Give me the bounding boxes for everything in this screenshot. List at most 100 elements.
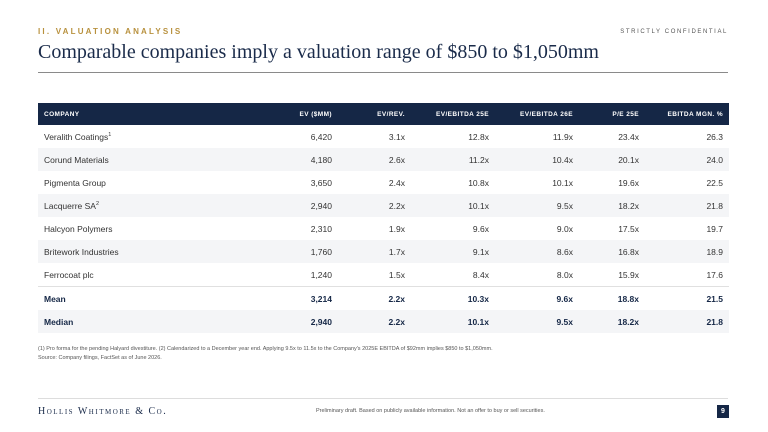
footer-disclaimer: Preliminary draft. Based on publicly ava… <box>316 408 545 414</box>
table-row: Halcyon Polymers 2,310 1.9x 9.6x 9.0x 17.5x 19… <box>38 217 729 240</box>
ev-ebitda-25e-summary-cell: 10.3x <box>411 286 495 310</box>
table-row: Veralith Coatings1 6,420 3.1x 12.8x 11.9x 23.… <box>38 125 729 148</box>
company-name: Lacquerre SA <box>44 200 96 211</box>
ev-ebitda-26e-summary-cell: 9.5x <box>495 310 579 333</box>
ebitda-margin-cell: 26.3 <box>706 131 723 142</box>
ev-cell: 6,420 <box>310 131 332 142</box>
company-cell: Veralith Coatings1 <box>38 125 234 148</box>
table-row: Britework Industries 1,760 1.7x 9.1x 8.6x 16.… <box>38 240 729 263</box>
page-title: Comparable companies imply a valuation r… <box>38 41 599 63</box>
ev-ebitda-25e-cell: 11.2x <box>411 148 495 171</box>
table-row: Corund Materials 4,180 2.6x 11.2x 10.4x 20.1x… <box>38 148 729 171</box>
company-cell: Britework Industries <box>38 240 234 263</box>
summary-row-median: Median 2,940 2.2x 10.1x 9.5x 18.2x 21.8 <box>38 310 729 333</box>
ebitda-margin-cell: 19.7 <box>706 223 723 234</box>
ev-cell: 2,940 <box>234 194 338 217</box>
summary-label: Mean <box>38 286 234 310</box>
pe-25e-cell: 20.1x <box>579 148 645 171</box>
ev-rev-cell: 1.9x <box>388 223 405 234</box>
column-header-pe-25e: P/E 25E <box>579 103 645 125</box>
ev-cell: 1,760 <box>234 240 338 263</box>
company-cell: Lacquerre SA2 <box>38 194 234 217</box>
ev-ebitda-26e-cell: 10.1x <box>552 177 573 188</box>
ev-summary-cell: 3,214 <box>234 286 338 310</box>
column-header-ev-ebitda-25e: EV/EBITDA 25E <box>411 103 495 125</box>
ev-ebitda-26e-cell: 11.9x <box>552 131 573 142</box>
ev-cell: 4,180 <box>234 148 338 171</box>
ev-ebitda-26e-cell: 9.0x <box>556 223 573 234</box>
ev-ebitda-26e-cell: 8.0x <box>495 263 579 287</box>
ev-ebitda-25e-cell: 12.8x <box>468 131 489 142</box>
ev-ebitda-26e-cell: 10.4x <box>495 148 579 171</box>
ev-ebitda-25e-cell: 10.8x <box>468 177 489 188</box>
ev-ebitda-25e-cell: 9.1x <box>411 240 495 263</box>
company-cell: Pigmenta Group <box>38 171 234 194</box>
firm-logo: Hollis Whitmore & Co. <box>38 406 168 417</box>
ev-cell: 2,310 <box>310 223 332 234</box>
ev-summary-cell: 2,940 <box>234 310 338 333</box>
company-name: Ferrocoat plc <box>44 269 94 280</box>
company-cell: Halcyon Polymers <box>38 217 234 240</box>
pe-25e-summary-cell: 18.8x <box>579 286 645 310</box>
comparable-companies-table: COMPANY EV ($MM) EV/REV. EV/EBITDA 25E E… <box>38 103 729 333</box>
table-row: Ferrocoat plc 1,240 1.5x 8.4x 8.0x 15.9x 17.6 <box>38 263 729 287</box>
footnote-marker: 1 <box>108 131 112 138</box>
column-header-ev-ebitda-26e: EV/EBITDA 26E <box>495 103 579 125</box>
ebitda-margin-cell: 17.6 <box>645 263 729 287</box>
ev-ebitda-26e-summary-cell: 9.6x <box>495 286 579 310</box>
footer-divider <box>38 398 728 399</box>
ev-ebitda-25e-cell: 8.4x <box>411 263 495 287</box>
ev-rev-cell: 1.5x <box>338 263 411 287</box>
pe-25e-cell: 15.9x <box>579 263 645 287</box>
page-number: 9 <box>717 405 729 418</box>
ev-ebitda-25e-summary-cell: 10.1x <box>411 310 495 333</box>
ev-ebitda-26e-cell: 9.5x <box>495 194 579 217</box>
column-header-company: COMPANY <box>38 103 234 125</box>
pe-25e-summary-cell: 18.2x <box>579 310 645 333</box>
column-header-ev: EV ($MM) <box>234 103 338 125</box>
ebitda-margin-cell: 24.0 <box>645 148 729 171</box>
source-note: Source: Company filings, FactSet as of J… <box>38 355 162 361</box>
ev-rev-summary-cell: 2.2x <box>338 310 411 333</box>
ev-rev-cell: 2.2x <box>338 194 411 217</box>
company-name: Britework Industries <box>44 246 119 257</box>
summary-label: Median <box>38 310 234 333</box>
ebitda-margin-cell: 18.9 <box>645 240 729 263</box>
footnote-text: (1) Pro forma for the pending Halyard di… <box>38 346 493 352</box>
pe-25e-cell: 19.6x <box>618 177 639 188</box>
ev-ebitda-25e-cell: 10.1x <box>411 194 495 217</box>
column-header-ev-rev: EV/REV. <box>338 103 411 125</box>
confidential-label: STRICTLY CONFIDENTIAL <box>620 29 728 35</box>
company-cell: Ferrocoat plc <box>38 263 234 287</box>
footnotes: (1) Pro forma for the pending Halyard di… <box>38 345 728 363</box>
company-name: Halcyon Polymers <box>44 223 113 234</box>
pe-25e-cell: 17.5x <box>618 223 639 234</box>
pe-25e-cell: 18.2x <box>579 194 645 217</box>
company-cell: Corund Materials <box>38 148 234 171</box>
ev-ebitda-26e-cell: 8.6x <box>495 240 579 263</box>
pe-25e-cell: 16.8x <box>579 240 645 263</box>
company-name: Corund Materials <box>44 154 109 165</box>
ev-rev-cell: 2.4x <box>388 177 405 188</box>
section-label: II. VALUATION ANALYSIS <box>38 27 183 36</box>
table-row: Pigmenta Group 3,650 2.4x 10.8x 10.1x 19.6x 22… <box>38 171 729 194</box>
ev-cell: 3,650 <box>310 177 332 188</box>
ev-rev-cell: 2.6x <box>338 148 411 171</box>
column-header-ebitda-margin: EBITDA MGN. % <box>645 103 729 125</box>
pe-25e-cell: 23.4x <box>618 131 639 142</box>
title-divider <box>38 72 728 73</box>
ev-ebitda-25e-cell: 9.6x <box>472 223 489 234</box>
company-name: Veralith Coatings <box>44 131 109 142</box>
summary-row-mean: Mean 3,214 2.2x 10.3x 9.6x 18.8x 21.5 <box>38 286 729 310</box>
ev-rev-cell: 1.7x <box>338 240 411 263</box>
company-name: Pigmenta Group <box>44 177 106 188</box>
footnote-marker: 2 <box>95 200 100 207</box>
ev-rev-summary-cell: 2.2x <box>338 286 411 310</box>
table-row: Lacquerre SA2 2,940 2.2x 10.1x 9.5x 18.2x 21.8 <box>38 194 729 217</box>
ev-rev-cell: 3.1x <box>388 131 405 142</box>
table-header-row: COMPANY EV ($MM) EV/REV. EV/EBITDA 25E E… <box>38 103 729 125</box>
ebitda-margin-summary-cell: 21.8 <box>645 310 729 333</box>
ebitda-margin-cell: 22.5 <box>706 177 723 188</box>
ebitda-margin-summary-cell: 21.5 <box>645 286 729 310</box>
ebitda-margin-cell: 21.8 <box>645 194 729 217</box>
